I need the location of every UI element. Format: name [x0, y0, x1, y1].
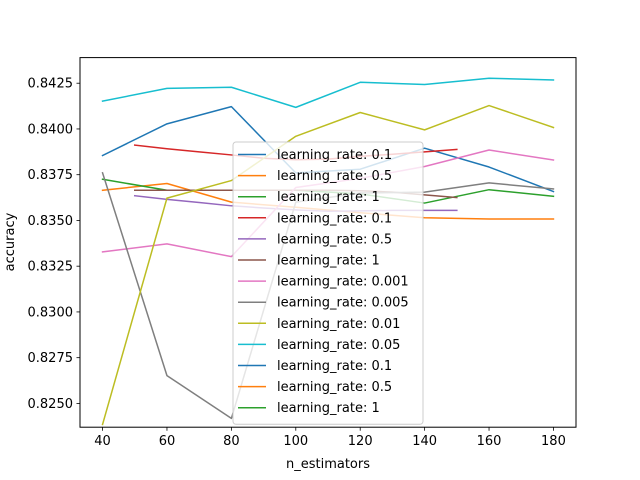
- plot-frame: [79, 57, 577, 428]
- y-axis-label: accuracy: [3, 212, 18, 271]
- legend-label: learning_rate: 0.1: [277, 148, 392, 163]
- x-tick-label: 160: [477, 434, 502, 449]
- y-tick-label: 0.8275: [28, 351, 74, 366]
- legend-label: learning_rate: 1: [277, 190, 380, 205]
- legend: learning_rate: 0.1 learning_rate: 0.5 lear…: [232, 141, 424, 425]
- y-axis-ticks: 0.8250 0.8275 0.8300 0.8325 0.8350 0.8375 0.84…: [28, 77, 80, 412]
- legend-label: learning_rate: 0.5: [277, 169, 392, 184]
- legend-label: learning_rate: 0.1: [277, 211, 392, 226]
- legend-label: learning_rate: 0.001: [277, 275, 409, 290]
- x-axis-label: n_estimators: [286, 457, 370, 472]
- legend-label: learning_rate: 0.01: [277, 317, 400, 332]
- y-tick-label: 0.8350: [28, 214, 74, 229]
- legend-label: learning_rate: 1: [277, 401, 380, 416]
- y-tick-label: 0.8325: [28, 260, 74, 275]
- legend-label: learning_rate: 0.05: [277, 338, 400, 353]
- x-tick-label: 40: [94, 434, 111, 449]
- legend-label: learning_rate: 1: [277, 254, 380, 269]
- x-tick-label: 120: [348, 434, 373, 449]
- x-axis-ticks: 40 60 80 100 120 140 160 180: [94, 427, 566, 449]
- y-tick-label: 0.8425: [28, 77, 74, 92]
- series-line-10: [101, 77, 555, 109]
- legend-label: learning_rate: 0.5: [277, 232, 392, 247]
- x-tick-label: 80: [223, 434, 240, 449]
- legend-box: [232, 141, 424, 425]
- legend-label: learning_rate: 0.005: [277, 296, 409, 311]
- x-tick-label: 140: [412, 434, 437, 449]
- legend-label: learning_rate: 0.1: [277, 359, 392, 374]
- y-tick-label: 0.8250: [28, 397, 74, 412]
- y-tick-label: 0.8375: [28, 168, 74, 183]
- x-tick-label: 180: [541, 434, 566, 449]
- x-tick-label: 60: [159, 434, 176, 449]
- legend-label: learning_rate: 0.5: [277, 380, 392, 395]
- y-tick-label: 0.8400: [28, 122, 74, 137]
- series-line-9: [101, 104, 555, 426]
- y-tick-label: 0.8300: [28, 305, 74, 320]
- x-tick-label: 100: [283, 434, 308, 449]
